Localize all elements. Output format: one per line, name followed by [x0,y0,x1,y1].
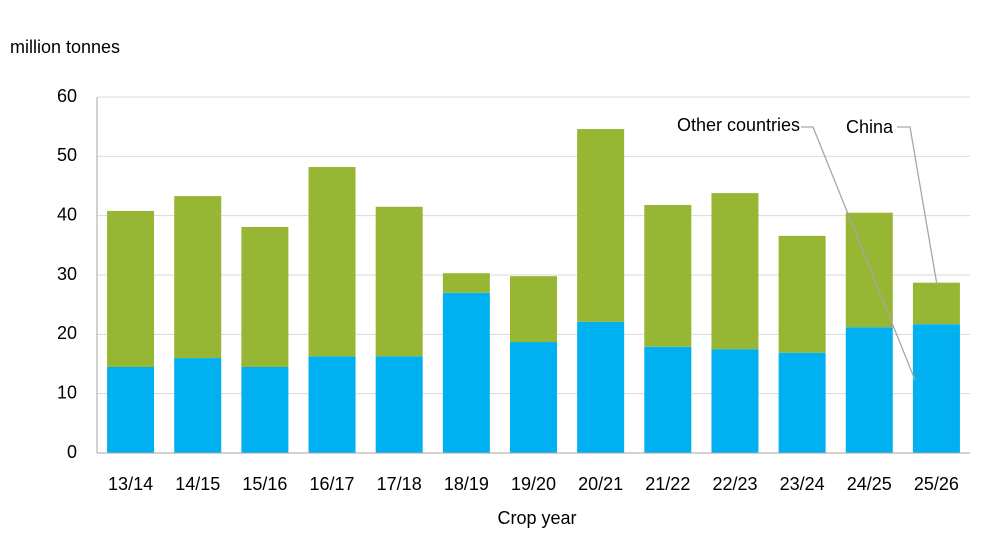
y-tick-label: 10 [57,382,77,402]
bar-segment [644,204,692,347]
bar-segment [308,356,356,453]
bar-segment [510,342,557,453]
y-axis-label: million tonnes [10,37,120,57]
y-tick-label: 40 [57,204,77,224]
bar-segment [711,349,759,453]
bar-segment [174,358,222,453]
bar-segment [778,235,826,353]
bar-segment [912,282,960,325]
x-tick-label: 13/14 [108,474,153,494]
x-tick-label: 14/15 [175,474,220,494]
legend-label: China [846,117,894,137]
bar-segment [912,324,960,453]
bar-segment [442,292,490,453]
x-tick-label: 19/20 [511,474,556,494]
legend-label: Other countries [677,115,800,135]
bar-segment [845,327,893,453]
bar-segment [107,210,155,367]
bar-segment [442,273,490,293]
y-tick-label: 0 [67,442,77,462]
bar-segment [375,356,423,453]
bar-segment [375,206,423,357]
x-tick-label: 18/19 [444,474,489,494]
x-tick-label: 17/18 [377,474,422,494]
y-tick-label: 20 [57,323,77,343]
bar-segment [241,366,289,453]
bar-segment [711,193,759,350]
x-tick-label: 16/17 [310,474,355,494]
x-tick-label: 23/24 [780,474,825,494]
plot [97,96,970,454]
bar-segment [845,212,893,328]
x-tick-label: 21/22 [645,474,690,494]
x-tick-label: 24/25 [847,474,892,494]
bar-segment [107,366,155,453]
leader-line [801,126,916,381]
bar-segment [308,167,356,357]
x-tick-label: 15/16 [242,474,287,494]
y-tick-label: 30 [57,264,77,284]
bar-segment [510,276,557,343]
y-tick-label: 50 [57,145,77,165]
leader-line [897,126,938,286]
x-tick-label: 22/23 [712,474,757,494]
bar-segment [241,226,289,367]
bar-segment [174,196,222,359]
x-tick-label: 20/21 [578,474,623,494]
bar-segment [778,352,826,453]
bar-segment [577,129,625,322]
x-axis-label: Crop year [497,508,576,528]
bar-segment [577,321,625,453]
x-tick-label: 25/26 [914,474,959,494]
bar-segment [644,346,692,453]
y-tick-label: 60 [57,86,77,106]
